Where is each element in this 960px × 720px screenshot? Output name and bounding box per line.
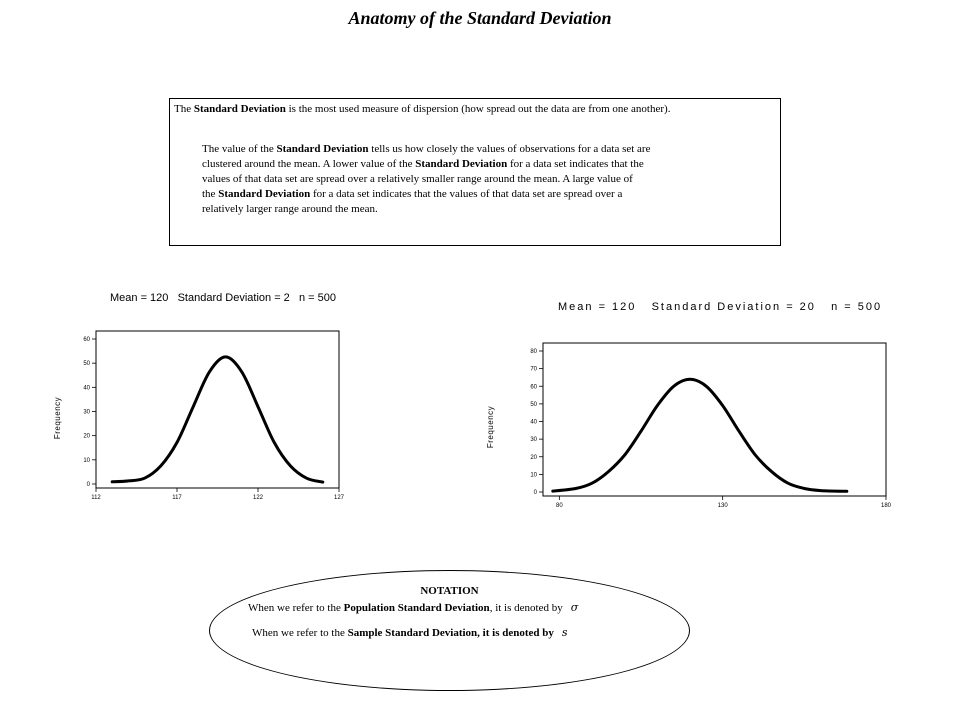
y-tick-label: 10 xyxy=(530,472,537,478)
detail-line: The value of the Standard Deviation tell… xyxy=(202,142,762,157)
sigma-symbol: σ xyxy=(570,601,579,614)
detail-term: Standard Deviation xyxy=(218,188,311,200)
y-tick-label: 30 xyxy=(530,437,537,443)
y-tick-label: 50 xyxy=(530,402,537,408)
y-tick-label: 70 xyxy=(530,367,537,373)
detail-line: values of that data set are spread over … xyxy=(202,172,762,187)
notation-ellipse: NOTATION When we refer to the Population… xyxy=(209,570,690,691)
page-title: Anatomy of the Standard Deviation xyxy=(348,8,612,28)
detail-line: the Standard Deviation for a data set in… xyxy=(202,187,762,202)
x-tick-label: 180 xyxy=(881,503,892,509)
y-axis-label: Frequency xyxy=(53,397,62,439)
x-tick-label: 80 xyxy=(556,503,563,509)
plot-frame xyxy=(95,330,340,489)
y-tick-label: 30 xyxy=(83,410,90,416)
notation-heading: NOTATION xyxy=(420,585,479,597)
definition-box: The Standard Deviation is the most used … xyxy=(169,98,781,246)
y-tick-label: 60 xyxy=(83,337,90,343)
chart-right-svg: 0 10 20 30 40 50 60 70 80 80 130 180 Frequency xyxy=(486,342,892,509)
y-tick-label: 80 xyxy=(530,349,537,355)
chart-left-svg: 0 10 20 30 40 50 60 112 117 122 127 Frequency xyxy=(53,330,345,501)
y-tick-label: 40 xyxy=(530,420,537,426)
y-tick-label: 20 xyxy=(83,434,90,440)
y-tick-label: 10 xyxy=(83,458,90,464)
chart-title-right: Mean = 120 Standard Deviation = 20 n = 5… xyxy=(558,301,883,313)
x-tick-label: 127 xyxy=(334,495,345,501)
detail-line: clustered around the mean. A lower value… xyxy=(202,157,762,172)
intro-term: Standard Deviation xyxy=(193,103,286,115)
y-tick-label: 0 xyxy=(87,482,91,488)
definition-intro: The Standard Deviation is the most used … xyxy=(174,102,780,117)
plot-frame xyxy=(542,342,887,497)
frequency-curve xyxy=(110,355,325,484)
x-tick-label: 122 xyxy=(253,495,264,501)
population-text-rest: , it is denoted by xyxy=(489,602,563,614)
y-axis-label: Frequency xyxy=(486,406,495,448)
detail-text-rest: for a data set indicates that the values… xyxy=(310,188,623,200)
x-tick-label: 117 xyxy=(172,495,182,501)
detail-text: clustered around the mean. A lower value… xyxy=(202,158,416,170)
x-tick-label: 112 xyxy=(91,495,101,501)
detail-text: relatively larger range around the mean. xyxy=(202,203,378,215)
detail-line: relatively larger range around the mean. xyxy=(202,202,762,217)
chart-right: 0 10 20 30 40 50 60 70 80 80 130 180 Frequency xyxy=(480,335,900,525)
population-term: Population Standard Deviation xyxy=(343,602,490,614)
detail-text: The value of the xyxy=(202,143,277,155)
notation-sample: When we refer to the Sample Standard Dev… xyxy=(252,626,568,639)
chart-left: 0 10 20 30 40 50 60 112 117 122 127 Frequency xyxy=(50,325,350,515)
s-symbol: s xyxy=(561,626,568,639)
detail-term: Standard Deviation xyxy=(276,143,369,155)
detail-text: values of that data set are spread over … xyxy=(202,173,633,185)
x-tick-label: 130 xyxy=(718,503,729,509)
intro-text: The xyxy=(174,103,194,115)
y-tick-label: 0 xyxy=(534,490,538,496)
y-tick-label: 20 xyxy=(530,455,537,461)
sample-text: When we refer to the xyxy=(252,627,348,639)
detail-term: Standard Deviation xyxy=(415,158,508,170)
notation-population: When we refer to the Population Standard… xyxy=(248,601,578,614)
sample-term: Sample Standard Deviation, it is denoted… xyxy=(347,627,554,639)
chart-title-left: Mean = 120 Standard Deviation = 2 n = 50… xyxy=(110,292,336,304)
y-tick-label: 40 xyxy=(83,385,90,391)
population-text: When we refer to the xyxy=(248,602,344,614)
detail-text: the xyxy=(202,188,219,200)
definition-detail: The value of the Standard Deviation tell… xyxy=(202,142,762,217)
detail-text-rest: tells us how closely the values of obser… xyxy=(368,143,651,155)
frequency-curve xyxy=(551,377,849,493)
detail-text-rest: for a data set indicates that the xyxy=(507,158,644,170)
intro-text-rest: is the most used measure of dispersion (… xyxy=(285,103,671,115)
y-tick-label: 50 xyxy=(83,361,90,367)
y-tick-label: 60 xyxy=(530,384,537,390)
